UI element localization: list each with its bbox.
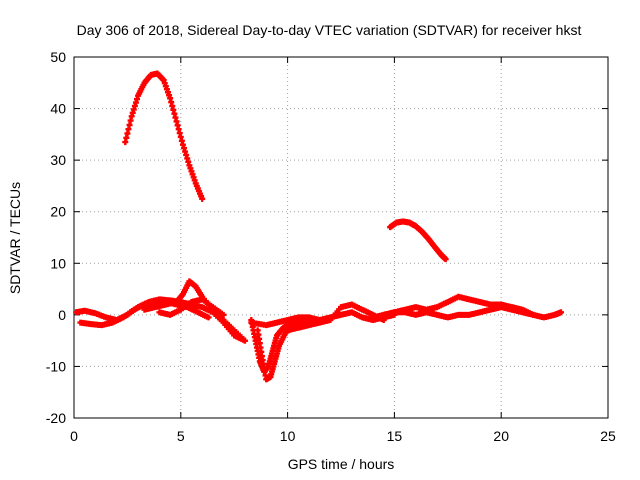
- y-tick-label: -10: [46, 358, 66, 374]
- y-tick-label: 50: [50, 49, 66, 65]
- data-point: [241, 337, 248, 344]
- x-tick-label: 10: [280, 428, 296, 444]
- y-tick-label: 20: [50, 204, 66, 220]
- plot-frame: [73, 56, 609, 419]
- x-tick-label: 25: [600, 428, 616, 444]
- x-axis-label: GPS time / hours: [288, 456, 395, 472]
- y-tick-label: 0: [58, 307, 66, 323]
- series-arc-high: [122, 70, 206, 202]
- series-arc-mid: [387, 218, 449, 263]
- grid: [74, 57, 608, 418]
- x-tick-label: 0: [70, 428, 78, 444]
- series-near-zero-h: [380, 304, 565, 321]
- x-tick-label: 15: [387, 428, 403, 444]
- data-point: [199, 195, 206, 202]
- y-tick-label: 30: [50, 152, 66, 168]
- y-tick-label: -20: [46, 410, 66, 426]
- data-point: [220, 311, 227, 318]
- series-near-zero-d: [156, 296, 227, 318]
- series-near-zero-b: [77, 298, 212, 329]
- data-point: [558, 309, 565, 316]
- data-point: [205, 314, 212, 321]
- y-axis-label: SDTVAR / TECUs: [7, 182, 23, 294]
- axis-ticks: 0 5 10 15 20 25 -20 -10 0 10 20 30 40 50: [46, 49, 616, 444]
- data-marks: [73, 70, 565, 383]
- data-point: [380, 317, 387, 324]
- x-tick-label: 5: [177, 428, 185, 444]
- x-tick-label: 20: [493, 428, 509, 444]
- y-tick-label: 10: [50, 255, 66, 271]
- chart-title: Day 306 of 2018, Sidereal Day-to-day VTE…: [77, 22, 582, 38]
- y-tick-label: 40: [50, 101, 66, 117]
- data-point: [442, 256, 449, 263]
